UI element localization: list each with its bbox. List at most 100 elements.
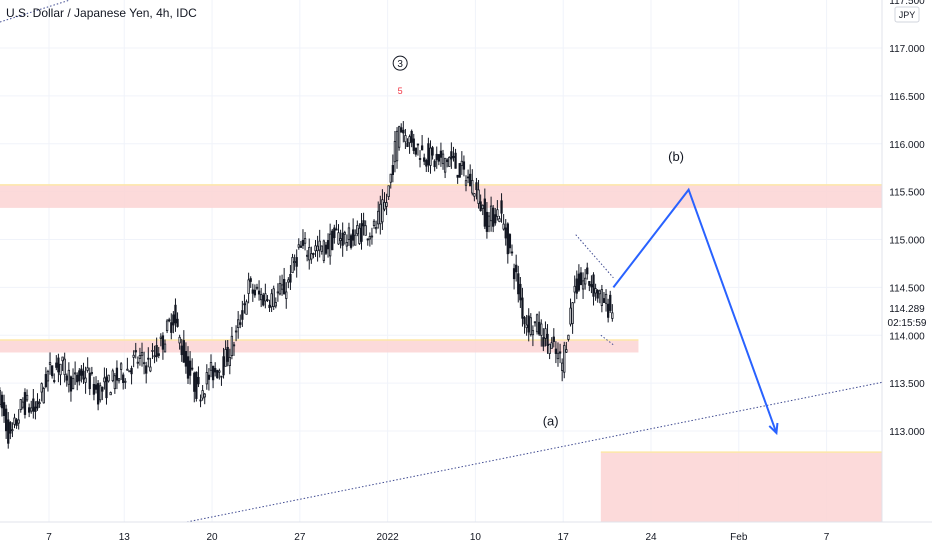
candle-down — [517, 273, 520, 295]
candle-down — [147, 357, 150, 360]
projection-arrowhead — [768, 422, 779, 436]
candle-up — [316, 245, 319, 252]
candle-down — [515, 264, 518, 273]
x-tick-label: 7 — [46, 532, 52, 543]
candle-up — [600, 289, 604, 306]
candle-up — [19, 399, 22, 410]
candle-down — [504, 227, 507, 239]
dotted-line-0 — [186, 377, 902, 523]
candle-up — [232, 344, 236, 347]
candle-down — [508, 234, 512, 249]
candle-up — [126, 368, 129, 371]
candle-down — [170, 322, 173, 333]
candle-down — [326, 240, 330, 250]
currency-label[interactable]: JPY — [899, 10, 916, 20]
candle-down — [69, 376, 73, 392]
candle-down — [466, 176, 470, 179]
y-tick-label: 113.000 — [889, 427, 925, 438]
candle-down — [253, 289, 257, 296]
y-axis[interactable]: 113.000 113.500 114.000 114.500 115.000 115.5… — [881, 0, 932, 550]
candle-down — [122, 374, 125, 383]
candle-down — [333, 227, 336, 239]
candle-up — [395, 130, 399, 162]
candle-up — [496, 209, 499, 217]
candle-down — [195, 371, 198, 399]
x-tick-label: 2022 — [377, 532, 400, 543]
candle-down — [211, 365, 215, 381]
candle-up — [247, 279, 250, 294]
candle-up — [443, 157, 447, 173]
candle-down — [425, 160, 428, 167]
candle-down — [341, 232, 344, 246]
candle-up — [165, 320, 169, 332]
candle-up — [372, 220, 376, 226]
candle-up — [124, 380, 127, 383]
candle-down — [155, 345, 158, 358]
target-zone — [600, 452, 882, 522]
candle-down — [50, 365, 54, 377]
candle-up — [604, 293, 608, 304]
candle-down — [243, 303, 246, 306]
x-axis[interactable]: 7 13 20 27 2022 10 17 24 Feb 7 — [0, 521, 932, 550]
candle-up — [285, 291, 288, 299]
candle-down — [15, 419, 18, 426]
candle-down — [295, 257, 298, 267]
candle-down — [500, 200, 503, 214]
candle-up — [84, 377, 87, 383]
currency-box[interactable] — [894, 6, 920, 23]
candle-down — [588, 281, 591, 286]
candle-down — [55, 362, 58, 368]
resistance-zone — [0, 184, 882, 208]
candle-up — [535, 314, 539, 333]
candle-up — [113, 375, 116, 390]
candle-up — [569, 307, 572, 325]
candle-down — [454, 152, 457, 169]
candle-up — [63, 358, 66, 376]
candle-up — [11, 429, 14, 432]
candle-up — [13, 417, 16, 425]
candle-down — [439, 150, 443, 158]
candle-down — [586, 267, 589, 275]
candle-down — [199, 399, 202, 402]
candle-down — [262, 294, 265, 306]
candle-up — [237, 319, 240, 328]
candle-up — [385, 202, 388, 207]
candle-up — [0, 390, 2, 406]
candle-up — [354, 234, 357, 246]
candle-down — [36, 400, 39, 409]
candle-up — [287, 279, 290, 283]
candle-down — [414, 147, 417, 155]
x-tick-label: 20 — [206, 532, 218, 543]
candle-up — [343, 232, 346, 235]
candle-down — [437, 154, 440, 162]
candle-down — [214, 368, 217, 373]
candle-up — [448, 156, 451, 167]
candle-up — [533, 321, 537, 324]
candle-down — [475, 182, 478, 191]
candle-up — [142, 362, 146, 365]
candle-down — [82, 370, 85, 380]
candle-down — [216, 370, 219, 379]
candle-up — [358, 227, 361, 244]
candle-down — [27, 407, 31, 413]
candle-up — [140, 351, 144, 356]
candle-down — [197, 376, 200, 385]
y-tick-label: 115.000 — [889, 236, 925, 247]
candle-up — [377, 210, 380, 225]
candle-up — [471, 180, 474, 194]
candle-down — [174, 304, 177, 324]
candle-up — [379, 203, 382, 225]
candle-up — [305, 254, 309, 257]
candle-up — [86, 367, 89, 371]
candle-down — [239, 322, 242, 325]
candle-up — [477, 189, 480, 204]
candle-up — [489, 205, 493, 222]
candle-down — [400, 127, 403, 133]
candle-down — [44, 374, 48, 388]
candle-down — [57, 357, 60, 373]
candle-up — [111, 370, 114, 382]
candle-down — [96, 383, 100, 405]
candle-down — [433, 160, 436, 168]
candle-down — [283, 278, 286, 295]
candle-up — [550, 342, 553, 349]
